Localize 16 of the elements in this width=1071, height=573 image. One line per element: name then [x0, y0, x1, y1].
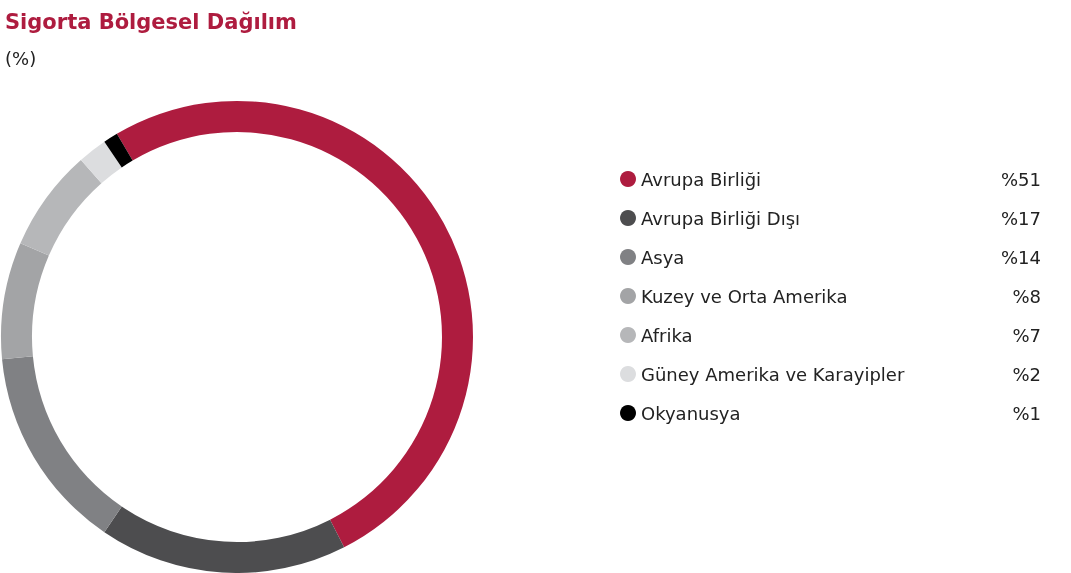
chart-title: Sigorta Bölgesel Dağılım [5, 9, 297, 34]
legend-label: Afrika [641, 324, 693, 346]
legend-label: Asya [641, 246, 685, 268]
data-label: %1 [1012, 402, 1041, 424]
data-label: %8 [1012, 285, 1041, 307]
legend-label: Kuzey ve Orta Amerika [641, 285, 848, 307]
data-label: %14 [1000, 246, 1041, 268]
chart-subtitle: (%) [5, 47, 37, 69]
legend-label: Avrupa Birliği Dışı [641, 207, 801, 229]
legend-label: Güney Amerika ve Karayipler [641, 363, 905, 385]
data-label: %17 [1000, 207, 1041, 229]
legend-label: Okyanusya [641, 402, 741, 424]
legend-label: Avrupa Birliği [641, 168, 762, 190]
data-label: %7 [1012, 324, 1041, 346]
data-label: %51 [1000, 168, 1041, 190]
data-label: %2 [1012, 363, 1041, 385]
